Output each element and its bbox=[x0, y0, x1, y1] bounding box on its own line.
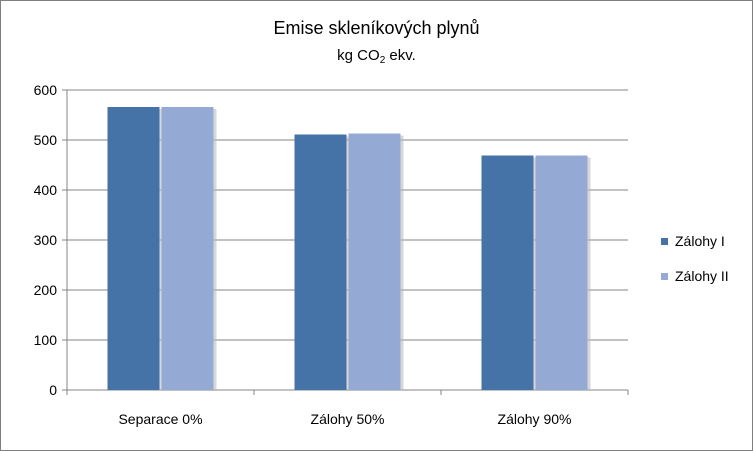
bar-2-1 bbox=[161, 107, 214, 390]
legend: Zálohy I Zálohy II bbox=[661, 232, 729, 302]
bar-1-2 bbox=[294, 134, 347, 390]
y-tick-label: 0 bbox=[49, 382, 57, 398]
x-tick-label: Zálohy 90% bbox=[498, 411, 572, 427]
y-tick-label: 100 bbox=[34, 332, 58, 348]
y-tick-label: 600 bbox=[34, 82, 58, 98]
x-tick-label: Zálohy 50% bbox=[311, 411, 385, 427]
legend-item-series-2: Zálohy II bbox=[661, 267, 729, 285]
y-tick-label: 400 bbox=[34, 182, 58, 198]
legend-label-series-2: Zálohy II bbox=[675, 268, 729, 284]
chart-title: Emise skleníkových plynů bbox=[273, 18, 480, 38]
bar-2-3 bbox=[535, 155, 588, 390]
legend-label-series-1: Zálohy I bbox=[675, 233, 725, 249]
bar-1-1 bbox=[107, 107, 160, 390]
legend-swatch-series-1 bbox=[661, 237, 668, 245]
y-tick-label: 300 bbox=[34, 232, 58, 248]
bar-2-2 bbox=[348, 133, 401, 390]
legend-item-series-1: Zálohy I bbox=[661, 232, 729, 250]
legend-swatch-series-2 bbox=[661, 272, 668, 280]
subtitle-unit-suffix: ekv. bbox=[385, 47, 416, 64]
x-tick-label: Separace 0% bbox=[118, 411, 202, 427]
subtitle-subscript: 2 bbox=[379, 55, 386, 66]
y-tick-label: 200 bbox=[34, 282, 58, 298]
subtitle-unit-prefix: kg CO bbox=[337, 47, 380, 64]
chart-subtitle: kg CO2 ekv. bbox=[0, 47, 753, 66]
y-tick-label: 500 bbox=[34, 132, 58, 148]
bar-1-3 bbox=[481, 155, 534, 390]
